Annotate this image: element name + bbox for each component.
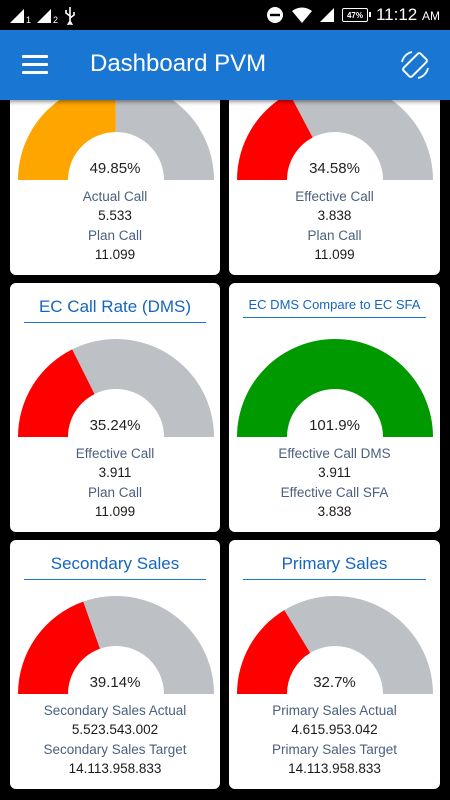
gauge-value-arc [18, 349, 95, 437]
card-ec-dms-compare: EC DMS Compare to EC SFA 101.9% Effectiv… [229, 283, 440, 532]
metric-value-1: 3.911 [98, 465, 132, 480]
metric-value-1: 3.838 [317, 208, 352, 223]
cell-signal-icon [319, 8, 334, 22]
metric-value-2: 11.099 [94, 247, 136, 262]
metric-label-1: Effective Call DMS [278, 446, 391, 461]
page-title: Dashboard PVM [90, 50, 267, 77]
metric-label-1: Actual Call [82, 189, 148, 204]
gauge-chart [237, 596, 433, 694]
gauge-value-arc [18, 601, 100, 694]
gauge-percent: 32.7% [313, 674, 356, 691]
hamburger-menu-icon[interactable] [22, 55, 48, 75]
screen-rotation-icon[interactable] [398, 48, 432, 82]
gauge-remaining-arc [284, 596, 433, 694]
gauge-value-arc [18, 100, 116, 180]
gauge-chart [237, 339, 433, 437]
metric-value-1: 5.533 [98, 208, 132, 223]
status-left: 1 2 [10, 7, 76, 25]
wifi-icon [291, 7, 312, 23]
card-title: EC DMS Compare to EC SFA [243, 297, 426, 318]
gauge-percent: 39.14% [89, 674, 141, 691]
metric-value-1: 3.911 [318, 465, 351, 480]
card-ec-call-rate-dms: EC Call Rate (DMS) 35.24% Effective Call… [10, 283, 220, 532]
card-effective-call: 34.58% Effective Call 3.838 Plan Call 11… [229, 100, 440, 275]
gauge-percent: 49.85% [89, 160, 141, 177]
metric-label-1: Effective Call [75, 446, 155, 461]
do-not-disturb-icon [266, 7, 283, 23]
metric-label-2: Secondary Sales Target [43, 742, 187, 757]
metric-value-2: 14.113.958.833 [288, 761, 381, 776]
metric-label-2: Plan Call [87, 228, 143, 243]
app-bar: Dashboard PVM [0, 30, 450, 100]
metric-value-2: 11.099 [314, 247, 355, 262]
metric-value-1: 4.615.953.042 [291, 722, 378, 737]
usb-icon [65, 7, 75, 25]
metric-value-2: 14.113.958.833 [68, 761, 162, 776]
metric-value-2: 11.099 [94, 504, 136, 519]
battery-icon: 47% [341, 8, 371, 22]
metric-label-1: Primary Sales Actual [272, 703, 397, 718]
metric-label-1: Secondary Sales Actual [43, 703, 187, 718]
metric-label-2: Plan Call [307, 228, 362, 243]
gauge-remaining-arc [72, 339, 214, 437]
gauge-remaining-arc [115, 100, 214, 180]
clock: 11:12 AM [376, 5, 440, 25]
gauge-chart [18, 596, 214, 694]
clock-ampm: AM [422, 9, 440, 23]
gauge-chart [237, 100, 433, 180]
metric-label-1: Effective Call [295, 189, 374, 204]
clock-time: 11:12 [375, 5, 418, 24]
gauge-value-arc [237, 610, 311, 694]
battery-level: 47% [346, 10, 363, 20]
metric-value-1: 5.523.543.002 [71, 722, 159, 737]
dashboard-content[interactable]: 49.85% Actual Call 5.533 Plan Call 11.09… [0, 100, 450, 800]
card-title: Secondary Sales [24, 554, 206, 580]
card-primary-sales: Primary Sales 32.7% Primary Sales Actual… [229, 540, 440, 789]
card-secondary-sales: Secondary Sales 39.14% Secondary Sales A… [10, 540, 220, 789]
gauge-percent: 34.58% [309, 160, 360, 177]
metric-label-2: Effective Call SFA [280, 485, 389, 500]
metric-label-2: Primary Sales Target [271, 742, 398, 757]
gauge-value-arc [237, 100, 313, 180]
metric-value-2: 3.838 [317, 504, 352, 519]
gauge-value-arc [237, 339, 433, 437]
metric-label-2: Plan Call [87, 485, 143, 500]
status-right: 47% 11:12 AM [266, 5, 440, 25]
gauge-percent: 35.24% [89, 417, 141, 434]
signal-sim2-icon [37, 9, 52, 23]
gauge-remaining-arc [292, 100, 433, 180]
gauge-percent: 101.9% [309, 417, 360, 434]
sim2-number: 2 [53, 15, 59, 25]
sim1-number: 1 [26, 15, 32, 25]
status-bar: 1 2 47% 11:12 AM [0, 0, 450, 30]
gauge-chart [18, 100, 214, 180]
card-title: EC Call Rate (DMS) [24, 297, 206, 323]
card-actual-call: 49.85% Actual Call 5.533 Plan Call 11.09… [10, 100, 220, 275]
gauge-chart [18, 339, 214, 437]
card-title: Primary Sales [243, 554, 426, 580]
signal-sim1-icon [10, 9, 24, 23]
gauge-remaining-arc [83, 596, 214, 694]
